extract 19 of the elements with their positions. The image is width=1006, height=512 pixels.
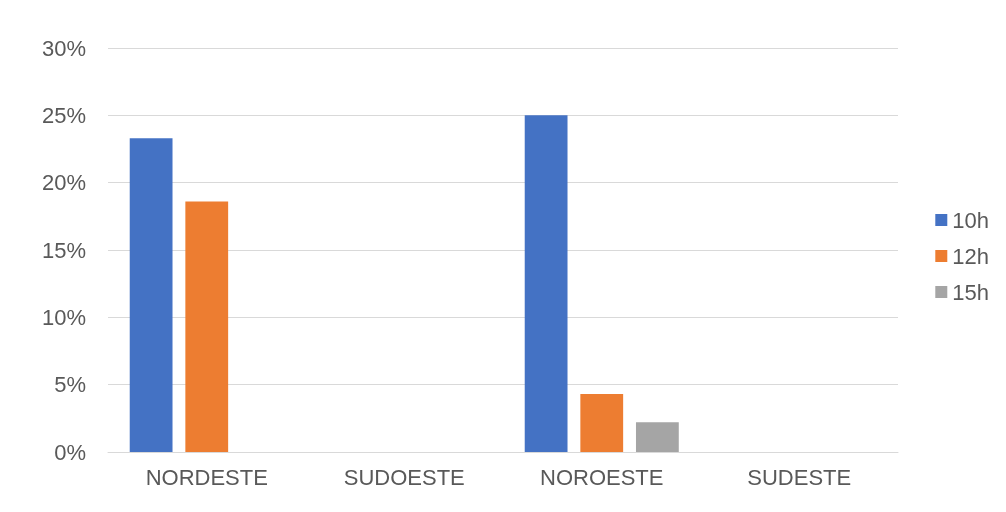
x-tick-label: SUDESTE xyxy=(747,464,852,490)
bar xyxy=(524,115,568,452)
bar xyxy=(129,138,173,452)
y-tick-label: 20% xyxy=(41,170,86,196)
y-tick-label: 25% xyxy=(41,102,86,128)
x-tick-label: NOROESTE xyxy=(540,464,664,490)
legend-label: 15h xyxy=(952,279,990,305)
y-tick-label: 30% xyxy=(41,35,86,61)
y-tick-label: 15% xyxy=(41,237,86,263)
bar xyxy=(635,422,679,452)
x-tick-label: SUDOESTE xyxy=(343,464,465,490)
bar xyxy=(580,394,624,452)
legend-label: 10h xyxy=(952,207,990,233)
y-tick-label: 0% xyxy=(54,439,86,465)
legend-label: 12h xyxy=(952,243,990,269)
bar xyxy=(185,201,229,452)
x-tick-label: NORDESTE xyxy=(145,464,268,490)
y-tick-label: 10% xyxy=(41,304,86,330)
y-tick-label: 5% xyxy=(54,372,86,398)
